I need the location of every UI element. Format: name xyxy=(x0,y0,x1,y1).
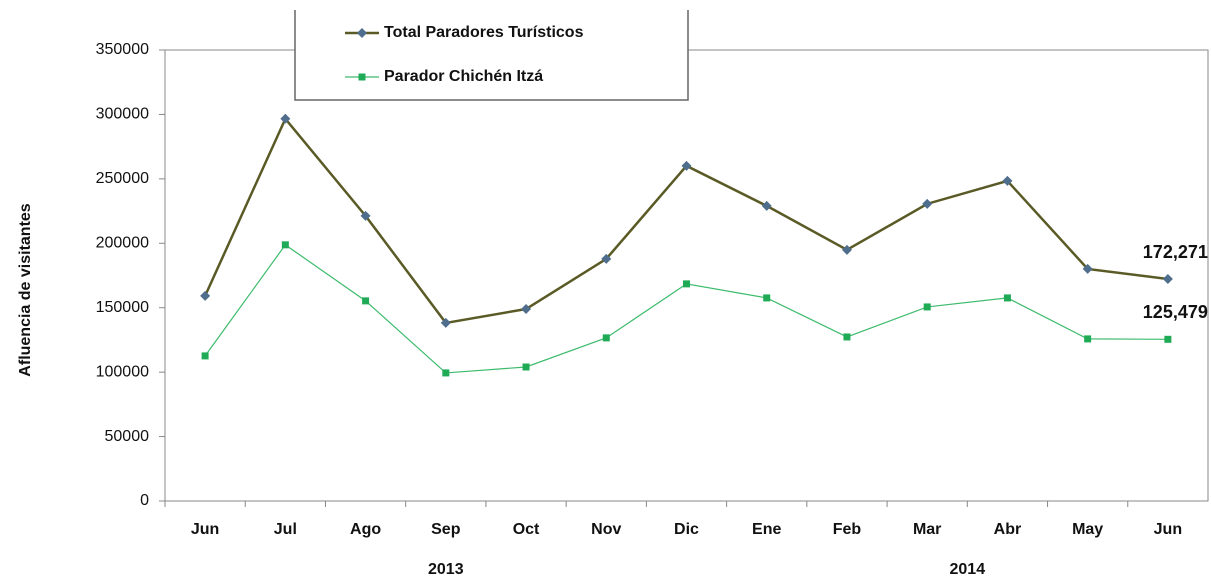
y-tick-label: 350000 xyxy=(96,41,149,58)
point-marker xyxy=(841,244,852,255)
point-marker xyxy=(362,297,370,305)
point-marker xyxy=(602,334,610,342)
x-tick-label: Oct xyxy=(513,521,540,538)
point-marker xyxy=(201,352,209,360)
x-group-label: 2013 xyxy=(428,561,464,577)
x-tick-label: Abr xyxy=(994,521,1022,538)
x-tick-label: Ene xyxy=(752,521,781,538)
legend-marker xyxy=(358,73,366,81)
point-marker xyxy=(442,369,450,377)
point-marker xyxy=(683,280,690,288)
x-tick-label: Jul xyxy=(274,521,297,538)
point-marker xyxy=(440,317,451,328)
point-marker xyxy=(922,198,933,209)
x-tick-label: Ago xyxy=(350,521,381,538)
x-tick-label: Jun xyxy=(1154,521,1182,538)
y-tick-label: 150000 xyxy=(96,299,149,316)
point-marker xyxy=(601,253,612,264)
x-tick-label: Sep xyxy=(431,521,461,538)
series-line xyxy=(204,244,1168,374)
x-tick-label: Nov xyxy=(591,521,621,538)
x-tick-label: Mar xyxy=(913,521,941,538)
plot-frame xyxy=(164,49,1209,502)
y-tick-label: 0 xyxy=(140,492,149,509)
y-tick-label: 250000 xyxy=(96,170,149,187)
point-marker xyxy=(1002,175,1013,186)
data-label: 125,479 xyxy=(1143,302,1208,322)
x-tick-label: Jun xyxy=(191,521,219,538)
point-marker xyxy=(281,241,289,249)
point-marker xyxy=(843,333,851,341)
x-tick-label: May xyxy=(1072,521,1103,538)
point-marker xyxy=(360,210,371,221)
point-marker xyxy=(923,303,931,311)
point-marker xyxy=(521,304,532,315)
y-axis-title: Afluencia de visitantes xyxy=(17,203,34,376)
point-marker xyxy=(1084,335,1092,343)
point-marker xyxy=(1082,263,1093,274)
point-marker xyxy=(522,363,530,371)
legend-box xyxy=(294,10,689,101)
x-tick-label: Dic xyxy=(674,521,699,538)
x-tick-label: Feb xyxy=(833,521,862,538)
point-marker xyxy=(200,290,211,301)
data-label: 172,271 xyxy=(1143,242,1208,262)
legend-marker xyxy=(357,28,367,38)
y-tick-label: 100000 xyxy=(96,363,149,380)
legend-label: Parador Chichén Itzá xyxy=(384,68,543,85)
point-marker xyxy=(681,160,692,171)
point-marker xyxy=(1164,335,1172,343)
point-marker xyxy=(763,294,771,302)
point-marker xyxy=(280,113,291,124)
y-tick-label: 300000 xyxy=(96,106,149,123)
series-line xyxy=(203,116,1169,325)
point-marker xyxy=(1162,274,1173,285)
x-group-label: 2014 xyxy=(950,561,986,577)
point-marker xyxy=(1003,294,1011,302)
point-marker xyxy=(761,200,772,211)
y-tick-label: 50000 xyxy=(105,428,150,445)
legend-label: Total Paradores Turísticos xyxy=(384,24,584,41)
y-tick-label: 200000 xyxy=(96,235,149,252)
